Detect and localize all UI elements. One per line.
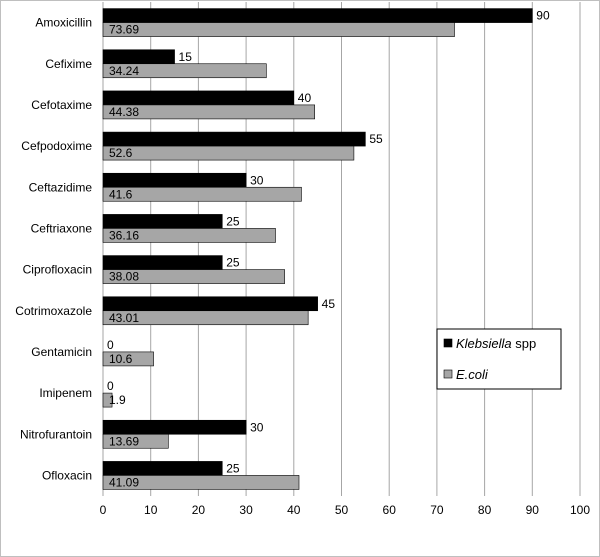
- bar-klebsiella-cotrimoxazole: [102, 296, 318, 312]
- category-label-cotrimoxazole: Cotrimoxazole: [15, 304, 92, 318]
- x-tick-label-40: 40: [287, 503, 301, 517]
- bar-ecoli-nitrofurantoin: [102, 433, 169, 449]
- value-label-klebsiella-cotrimoxazole: 45: [322, 297, 336, 311]
- value-label-ecoli-cefixime: 34.24: [109, 64, 139, 78]
- category-label-ceftriaxone: Ceftriaxone: [31, 221, 93, 235]
- x-tick-label-20: 20: [192, 503, 206, 517]
- value-label-ecoli-ceftazidime: 41.6: [109, 187, 133, 201]
- value-label-ecoli-cefpodoxime: 52.6: [109, 146, 133, 160]
- value-label-klebsiella-cefpodoxime: 55: [369, 132, 383, 146]
- legend-label-ecoli-italic: E.coli: [456, 367, 489, 382]
- x-tick-label-10: 10: [144, 503, 158, 517]
- bar-ecoli-cefixime: [102, 63, 267, 79]
- x-tick-label-50: 50: [335, 503, 349, 517]
- value-label-ecoli-ceftriaxone: 36.16: [109, 228, 139, 242]
- bar-klebsiella-ofloxacin: [102, 461, 223, 476]
- legend-label-ecoli: E.coli: [456, 367, 489, 382]
- value-label-klebsiella-ciprofloxacin: 25: [226, 256, 240, 270]
- bar-ecoli-cefpodoxime: [102, 145, 355, 161]
- category-label-cefixime: Cefixime: [45, 57, 92, 71]
- bar-klebsiella-cefpodoxime: [102, 131, 366, 147]
- category-label-ceftazidime: Ceftazidime: [29, 180, 93, 194]
- x-tick-label-60: 60: [383, 503, 397, 517]
- bar-ecoli-cotrimoxazole: [102, 310, 309, 326]
- value-label-ecoli-ofloxacin: 41.09: [109, 475, 139, 489]
- category-label-cefpodoxime: Cefpodoxime: [21, 139, 92, 153]
- bar-ecoli-ceftriaxone: [102, 228, 276, 243]
- x-tick-label-80: 80: [478, 503, 492, 517]
- category-label-nitrofurantoin: Nitrofurantoin: [20, 427, 92, 441]
- bar-klebsiella-cefotaxime: [102, 90, 295, 106]
- category-label-ciprofloxacin: Ciprofloxacin: [23, 263, 92, 277]
- value-label-klebsiella-ceftazidime: 30: [250, 173, 264, 187]
- bars: 90 73.69 15 34.24 40 44.38 55 52.6 30 41.6 25 36.16…: [102, 8, 550, 490]
- bar-ecoli-gentamicin: [102, 351, 154, 367]
- x-tick-label-0: 0: [100, 503, 107, 517]
- value-label-klebsiella-imipenem: 0: [107, 379, 114, 393]
- value-label-ecoli-gentamicin: 10.6: [109, 352, 133, 366]
- bar-klebsiella-ceftazidime: [102, 172, 247, 188]
- legend-swatch-klebsiella: [443, 338, 453, 348]
- bar-ecoli-cefotaxime: [102, 104, 315, 120]
- bar-klebsiella-ciprofloxacin: [102, 255, 223, 270]
- x-tick-label-100: 100: [570, 503, 590, 517]
- value-label-ecoli-nitrofurantoin: 13.69: [109, 434, 139, 448]
- value-label-klebsiella-cefotaxime: 40: [298, 91, 312, 105]
- x-tick-label-70: 70: [430, 503, 444, 517]
- x-tick-label-90: 90: [526, 503, 540, 517]
- bar-ecoli-ciprofloxacin: [102, 269, 285, 284]
- value-label-klebsiella-amoxicillin: 90: [536, 9, 550, 23]
- category-label-cefotaxime: Cefotaxime: [31, 98, 92, 112]
- bar-klebsiella-amoxicillin: [102, 8, 533, 23]
- value-label-ecoli-cotrimoxazole: 43.01: [109, 311, 139, 325]
- legend-label-klebsiella-plain: spp: [512, 336, 537, 351]
- category-labels: Amoxicillin Cefixime Cefotaxime Cefpodoxime…: [15, 16, 92, 483]
- gridlines: [102, 2, 581, 496]
- bar-klebsiella-ceftriaxone: [102, 214, 223, 229]
- bar-ecoli-ofloxacin: [102, 475, 300, 490]
- value-label-klebsiella-cefixime: 15: [179, 50, 193, 64]
- bar-klebsiella-cefixime: [102, 49, 175, 65]
- bar-klebsiella-nitrofurantoin: [102, 419, 247, 435]
- legend-label-klebsiella: Klebsiella spp: [456, 336, 536, 351]
- value-label-klebsiella-nitrofurantoin: 30: [250, 420, 264, 434]
- x-tick-label-30: 30: [239, 503, 253, 517]
- value-label-klebsiella-ofloxacin: 25: [226, 461, 240, 475]
- legend: Klebsiella spp E.coli: [436, 328, 562, 390]
- legend-box: [436, 328, 562, 390]
- value-label-ecoli-cefotaxime: 44.38: [109, 105, 139, 119]
- category-label-imipenem: Imipenem: [39, 386, 92, 400]
- category-label-ofloxacin: Ofloxacin: [42, 468, 92, 482]
- bar-ecoli-imipenem: [102, 392, 113, 408]
- value-label-ecoli-ciprofloxacin: 38.08: [109, 270, 139, 284]
- legend-swatch-ecoli: [443, 369, 453, 379]
- value-label-ecoli-imipenem: 1.9: [109, 393, 126, 407]
- value-label-klebsiella-ceftriaxone: 25: [226, 214, 240, 228]
- bar-ecoli-ceftazidime: [102, 186, 302, 202]
- category-label-amoxicillin: Amoxicillin: [35, 16, 92, 30]
- bar-ecoli-amoxicillin: [102, 22, 455, 37]
- category-label-gentamicin: Gentamicin: [31, 345, 92, 359]
- legend-label-klebsiella-italic: Klebsiella: [456, 336, 512, 351]
- value-label-ecoli-amoxicillin: 73.69: [109, 23, 139, 37]
- value-label-klebsiella-gentamicin: 0: [107, 338, 114, 352]
- x-axis-ticks: 0 10 20 30 40 50 60 70 80 90 100: [100, 503, 591, 517]
